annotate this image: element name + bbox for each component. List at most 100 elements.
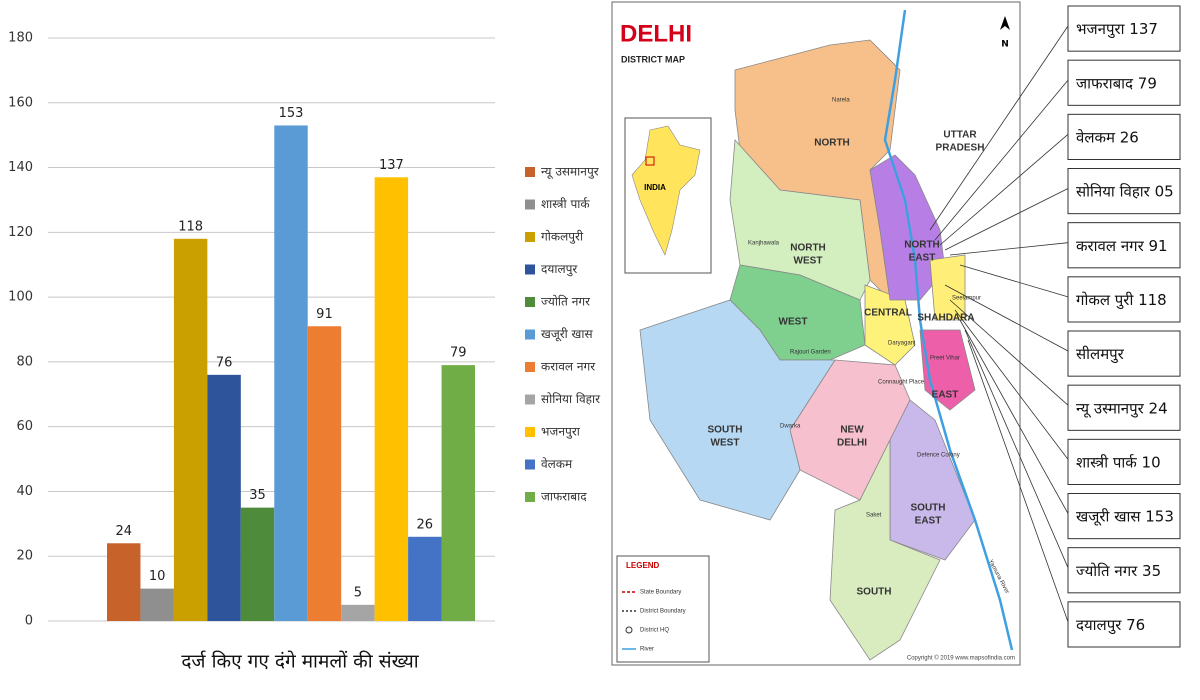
y-tick-label: 140: [8, 160, 33, 175]
value-label: 5: [354, 585, 362, 600]
district-label: EAST: [909, 253, 936, 264]
district-label: DELHI: [837, 438, 867, 449]
bar: [274, 125, 308, 621]
bar: [341, 604, 375, 621]
copyright: Copyright © 2019 www.mapsofindia.com: [907, 655, 1015, 662]
bar: [240, 507, 275, 621]
district-label: EAST: [932, 390, 959, 401]
map-subtitle: DISTRICT MAP: [621, 54, 685, 64]
district-label: NORTH: [904, 240, 940, 251]
callout-box: [1067, 168, 1181, 215]
callout-label: दयालपुर 76: [1076, 616, 1145, 635]
bar: [107, 543, 141, 621]
y-tick-label: 100: [8, 290, 33, 305]
callout-box: [1067, 59, 1181, 106]
inset-label: INDIA: [644, 183, 666, 192]
district-south: [829, 439, 941, 661]
map-title: DELHI: [620, 20, 692, 47]
legend-label: खजूरी खास: [541, 327, 593, 342]
legend-label: भजनपुरा: [541, 425, 581, 440]
legend-symbol: [625, 626, 633, 634]
callout-label: करावल नगर 91: [1076, 237, 1168, 255]
north-label: N: [1001, 40, 1009, 50]
legend-swatch: [525, 264, 535, 275]
bar: [173, 238, 208, 622]
district-label: SOUTH: [857, 587, 892, 598]
legend-swatch: [525, 362, 535, 372]
legend-label: करावल नगर: [541, 360, 596, 374]
callout-label: ज्योति नगर 35: [1076, 562, 1161, 580]
district-label: WEST: [711, 438, 740, 449]
legend-swatch: [525, 297, 535, 307]
value-label: 91: [316, 307, 333, 322]
callout-label: सीलमपुर: [1076, 345, 1125, 364]
callout-box: [1067, 276, 1181, 323]
district-label: WEST: [779, 317, 808, 328]
pointer-line: [949, 242, 1069, 256]
callout-label: शास्त्री पार्क 10: [1076, 453, 1161, 471]
district-south-west: [639, 299, 836, 521]
bar: [441, 365, 475, 621]
pointer-line: [959, 319, 1069, 514]
legend-swatch: [525, 232, 535, 242]
legend-title: LEGEND: [626, 561, 660, 570]
value-label: 76: [216, 355, 233, 370]
callout-box: [1067, 330, 1181, 377]
legend-swatch: [525, 459, 535, 470]
legend-item: District Boundary: [640, 609, 686, 615]
value-label: 118: [178, 219, 203, 234]
legend-item: District HQ: [640, 628, 669, 634]
place-label: Daryaganj: [888, 341, 915, 347]
bar-chart: 0 20 40 60 80 100 120 140 160 180 24 10 118 76 35 153 91…: [8, 31, 601, 673]
place-label: Defence Colony: [917, 453, 960, 459]
callouts: भजनपुरा 137 जाफराबाद 79 वेलकम 26 सोनिया विह…: [929, 5, 1181, 648]
y-tick-label: 20: [16, 549, 33, 564]
callout-label: गोकल पुरी 118: [1076, 291, 1167, 310]
pointer-line: [964, 329, 1069, 568]
legend-label: शास्त्री पार्क: [541, 197, 590, 211]
place-label: Connaught Place: [878, 380, 925, 386]
pointer-line: [944, 188, 1069, 251]
legend-box: [616, 555, 710, 663]
y-tick-label: 40: [16, 484, 33, 499]
bar: [408, 536, 442, 621]
bar: [207, 374, 241, 621]
legend-label: सोनिया विहार: [541, 392, 601, 406]
district-label: UTTAR: [943, 130, 977, 141]
bar: [374, 177, 409, 621]
place-label: Preet Vihar: [930, 356, 960, 362]
callout-label: सोनिया विहार 05: [1076, 183, 1174, 201]
district-label: PRADESH: [936, 143, 985, 154]
pointer-line: [939, 134, 1069, 246]
legend-swatch: [525, 492, 535, 502]
legend-label: जाफराबाद: [541, 490, 587, 504]
district-label: NEW: [840, 425, 864, 436]
legend-item: River: [640, 647, 654, 653]
callout-box: [1067, 113, 1181, 161]
inset-marker: [645, 156, 655, 166]
callout-box: [1067, 547, 1181, 594]
pointer-line: [959, 264, 1069, 298]
river: [883, 9, 1014, 651]
place-label: Saket: [866, 513, 882, 519]
district-label: CENTRAL: [864, 308, 912, 319]
value-label: 26: [417, 517, 434, 532]
value-label: 24: [115, 524, 132, 539]
pointer-line: [967, 339, 1069, 622]
pointer-line: [949, 299, 1069, 406]
value-label: 79: [450, 346, 467, 361]
legend-swatch: [525, 394, 535, 405]
legend-item: State Boundary: [640, 590, 681, 596]
north-arrow: [1000, 16, 1010, 30]
legend-label: गोकलपुरी: [541, 230, 584, 245]
callout-box: [1067, 601, 1181, 648]
y-tick-label: 180: [8, 31, 33, 46]
district-label: NORTH: [790, 243, 826, 254]
pointer-line: [944, 284, 1069, 352]
chart-title: दर्ज किए गए दंगे मामलों की संख्या: [181, 650, 419, 673]
place-label: Narela: [832, 98, 850, 104]
y-tick-label: 80: [16, 354, 33, 369]
y-tick-label: 160: [8, 95, 33, 110]
place-label: Dwarka: [780, 424, 801, 430]
legend-swatch: [525, 167, 535, 177]
